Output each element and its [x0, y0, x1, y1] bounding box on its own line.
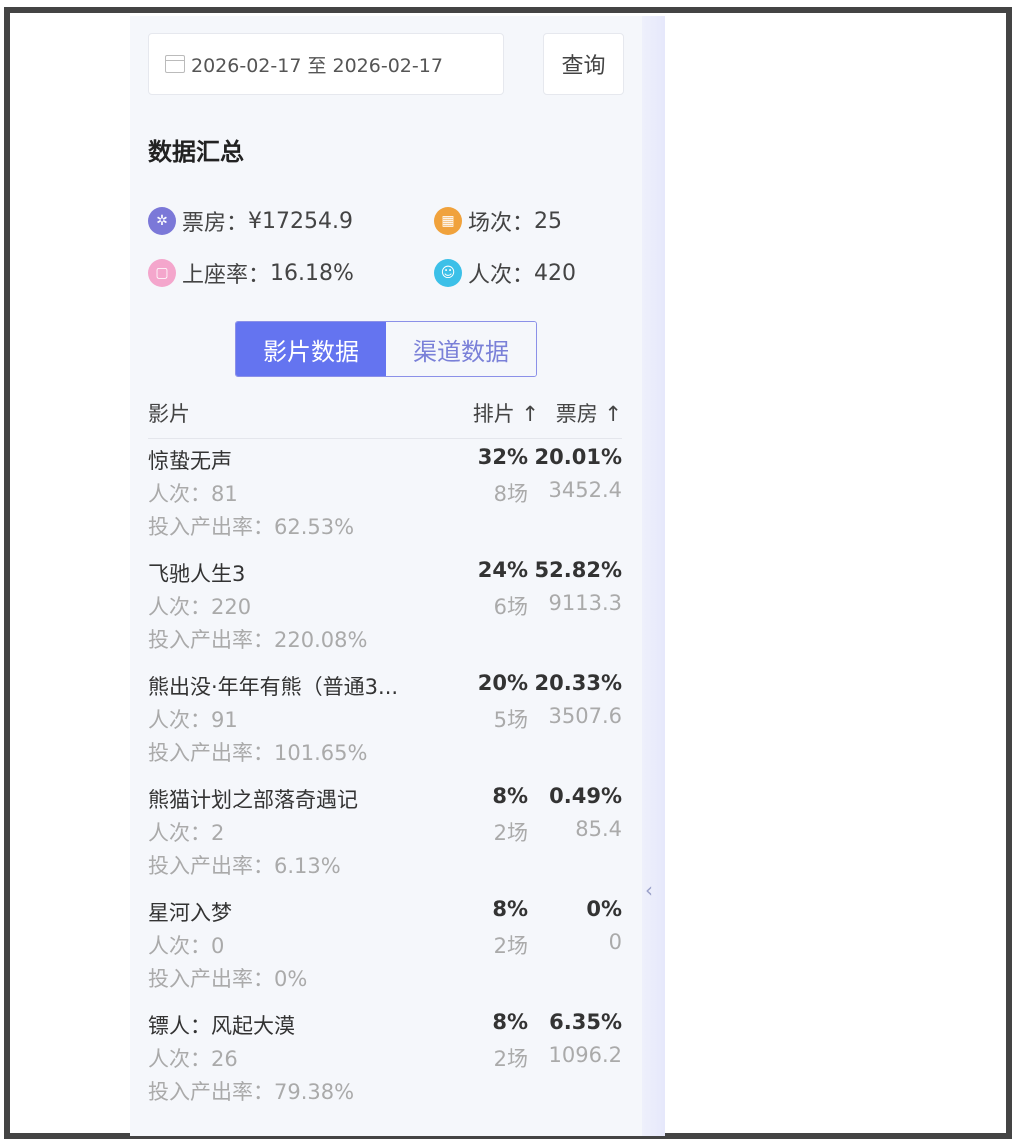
film-roi: 投入产出率：0% — [148, 967, 308, 991]
calendar-icon — [165, 55, 185, 73]
film-roi: 投入产出率：101.65% — [148, 741, 368, 765]
summary-title: 数据汇总 — [148, 138, 244, 166]
film-row[interactable]: 飞驰人生3 24% 52.82% 人次：220 6场 9113.3 投入产出率：220.08… — [148, 558, 622, 671]
film-box-pct: 20.01% — [534, 445, 622, 469]
date-range-picker[interactable]: 2026-02-17 至 2026-02-17 — [148, 33, 504, 95]
film-box-office: 85.4 — [575, 817, 622, 841]
col-film: 影片 — [148, 402, 190, 426]
film-box-office: 9113.3 — [548, 591, 622, 615]
film-box-pct: 20.33% — [534, 671, 622, 695]
stat-label: 场次： — [468, 211, 535, 236]
stat-value: ¥17254.9 — [248, 208, 353, 234]
film-shows: 6场 — [493, 595, 528, 619]
sort-by-share[interactable]: 排片 ↑ — [472, 402, 540, 426]
film-share: 32% — [477, 445, 528, 469]
film-attendance: 人次：2 — [148, 821, 225, 845]
film-row[interactable]: 星河入梦 8% 0% 人次：0 2场 0 投入产出率：0% — [148, 897, 622, 1010]
film-box-office: 3452.4 — [548, 478, 622, 502]
film-share: 8% — [492, 784, 528, 808]
film-attendance: 人次：0 — [148, 934, 225, 958]
stats-panel — [130, 16, 642, 1136]
film-share: 20% — [477, 671, 528, 695]
film-name: 飞驰人生3 — [148, 562, 246, 586]
date-range-value: 2026-02-17 至 2026-02-17 — [191, 54, 443, 77]
stat-value: 25 — [534, 208, 563, 234]
users-icon: ☺ — [434, 259, 462, 287]
film-row[interactable]: 惊蛰无声 32% 20.01% 人次：81 8场 3452.4 投入产出率：62.53% — [148, 445, 622, 558]
film-shows: 5场 — [493, 708, 528, 732]
film-row[interactable]: 镖人：风起大漠 8% 6.35% 人次：26 2场 1096.2 投入产出率：79.38% — [148, 1010, 622, 1123]
table-header: 影片 排片 ↑ 票房 ↑ — [148, 398, 622, 439]
film-roi: 投入产出率：62.53% — [148, 515, 355, 539]
stat-label: 人次： — [468, 263, 535, 288]
film-shows: 8场 — [493, 482, 528, 506]
film-name: 惊蛰无声 — [148, 449, 232, 473]
film-shows: 2场 — [493, 1047, 528, 1071]
film-name: 熊出没·年年有熊（普通3... — [148, 675, 399, 699]
film-roi: 投入产出率：220.08% — [148, 628, 368, 652]
film-reel-icon: ✲ — [148, 207, 176, 235]
film-share: 8% — [492, 1010, 528, 1034]
film-attendance: 人次：26 — [148, 1047, 238, 1071]
film-share: 24% — [477, 558, 528, 582]
film-box-pct: 52.82% — [534, 558, 622, 582]
stat-box-office: ✲ 票房： ¥17254.9 — [148, 205, 353, 237]
film-box-office: 1096.2 — [548, 1043, 622, 1067]
film-roi: 投入产出率：6.13% — [148, 854, 341, 878]
stat-label: 上座率： — [182, 263, 271, 288]
sort-by-box-office[interactable]: 票房 ↑ — [555, 402, 622, 426]
calendar-icon: ▦ — [434, 207, 462, 235]
film-list: 惊蛰无声 32% 20.01% 人次：81 8场 3452.4 投入产出率：62.53% 飞驰… — [148, 445, 622, 1123]
film-attendance: 人次：220 — [148, 595, 252, 619]
film-name: 星河入梦 — [148, 901, 232, 925]
tab-channel-data[interactable]: 渠道数据 — [386, 322, 536, 376]
film-shows: 2场 — [493, 821, 528, 845]
film-box-pct: 0.49% — [549, 784, 622, 808]
film-attendance: 人次：81 — [148, 482, 238, 506]
stat-shows: ▦ 场次： 25 — [434, 205, 562, 237]
film-box-office: 3507.6 — [548, 704, 622, 728]
film-shows: 2场 — [493, 934, 528, 958]
film-box-pct: 0% — [586, 897, 622, 921]
stat-value: 420 — [534, 260, 577, 286]
collapse-sidebar-handle[interactable] — [642, 16, 665, 1136]
film-box-pct: 6.35% — [549, 1010, 622, 1034]
stat-occupancy: ▢ 上座率： 16.18% — [148, 257, 354, 289]
chevron-left-icon[interactable]: ‹ — [645, 878, 653, 902]
film-name: 熊猫计划之部落奇遇记 — [148, 788, 358, 812]
film-attendance: 人次：91 — [148, 708, 238, 732]
stat-value: 16.18% — [270, 260, 354, 286]
stat-label: 票房： — [182, 211, 249, 236]
film-share: 8% — [492, 897, 528, 921]
tab-film-data[interactable]: 影片数据 — [236, 322, 386, 376]
film-roi: 投入产出率：79.38% — [148, 1080, 355, 1104]
film-name: 镖人：风起大漠 — [148, 1014, 295, 1038]
query-button[interactable]: 查询 — [543, 33, 624, 95]
film-box-office: 0 — [608, 930, 622, 954]
film-row[interactable]: 熊猫计划之部落奇遇记 8% 0.49% 人次：2 2场 85.4 投入产出率：6.13% — [148, 784, 622, 897]
film-row[interactable]: 熊出没·年年有熊（普通3... 20% 20.33% 人次：91 5场 3507.6 投入产… — [148, 671, 622, 784]
data-tabs: 影片数据 渠道数据 — [235, 321, 537, 377]
seat-icon: ▢ — [148, 259, 176, 287]
stat-attendance: ☺ 人次： 420 — [434, 257, 576, 289]
